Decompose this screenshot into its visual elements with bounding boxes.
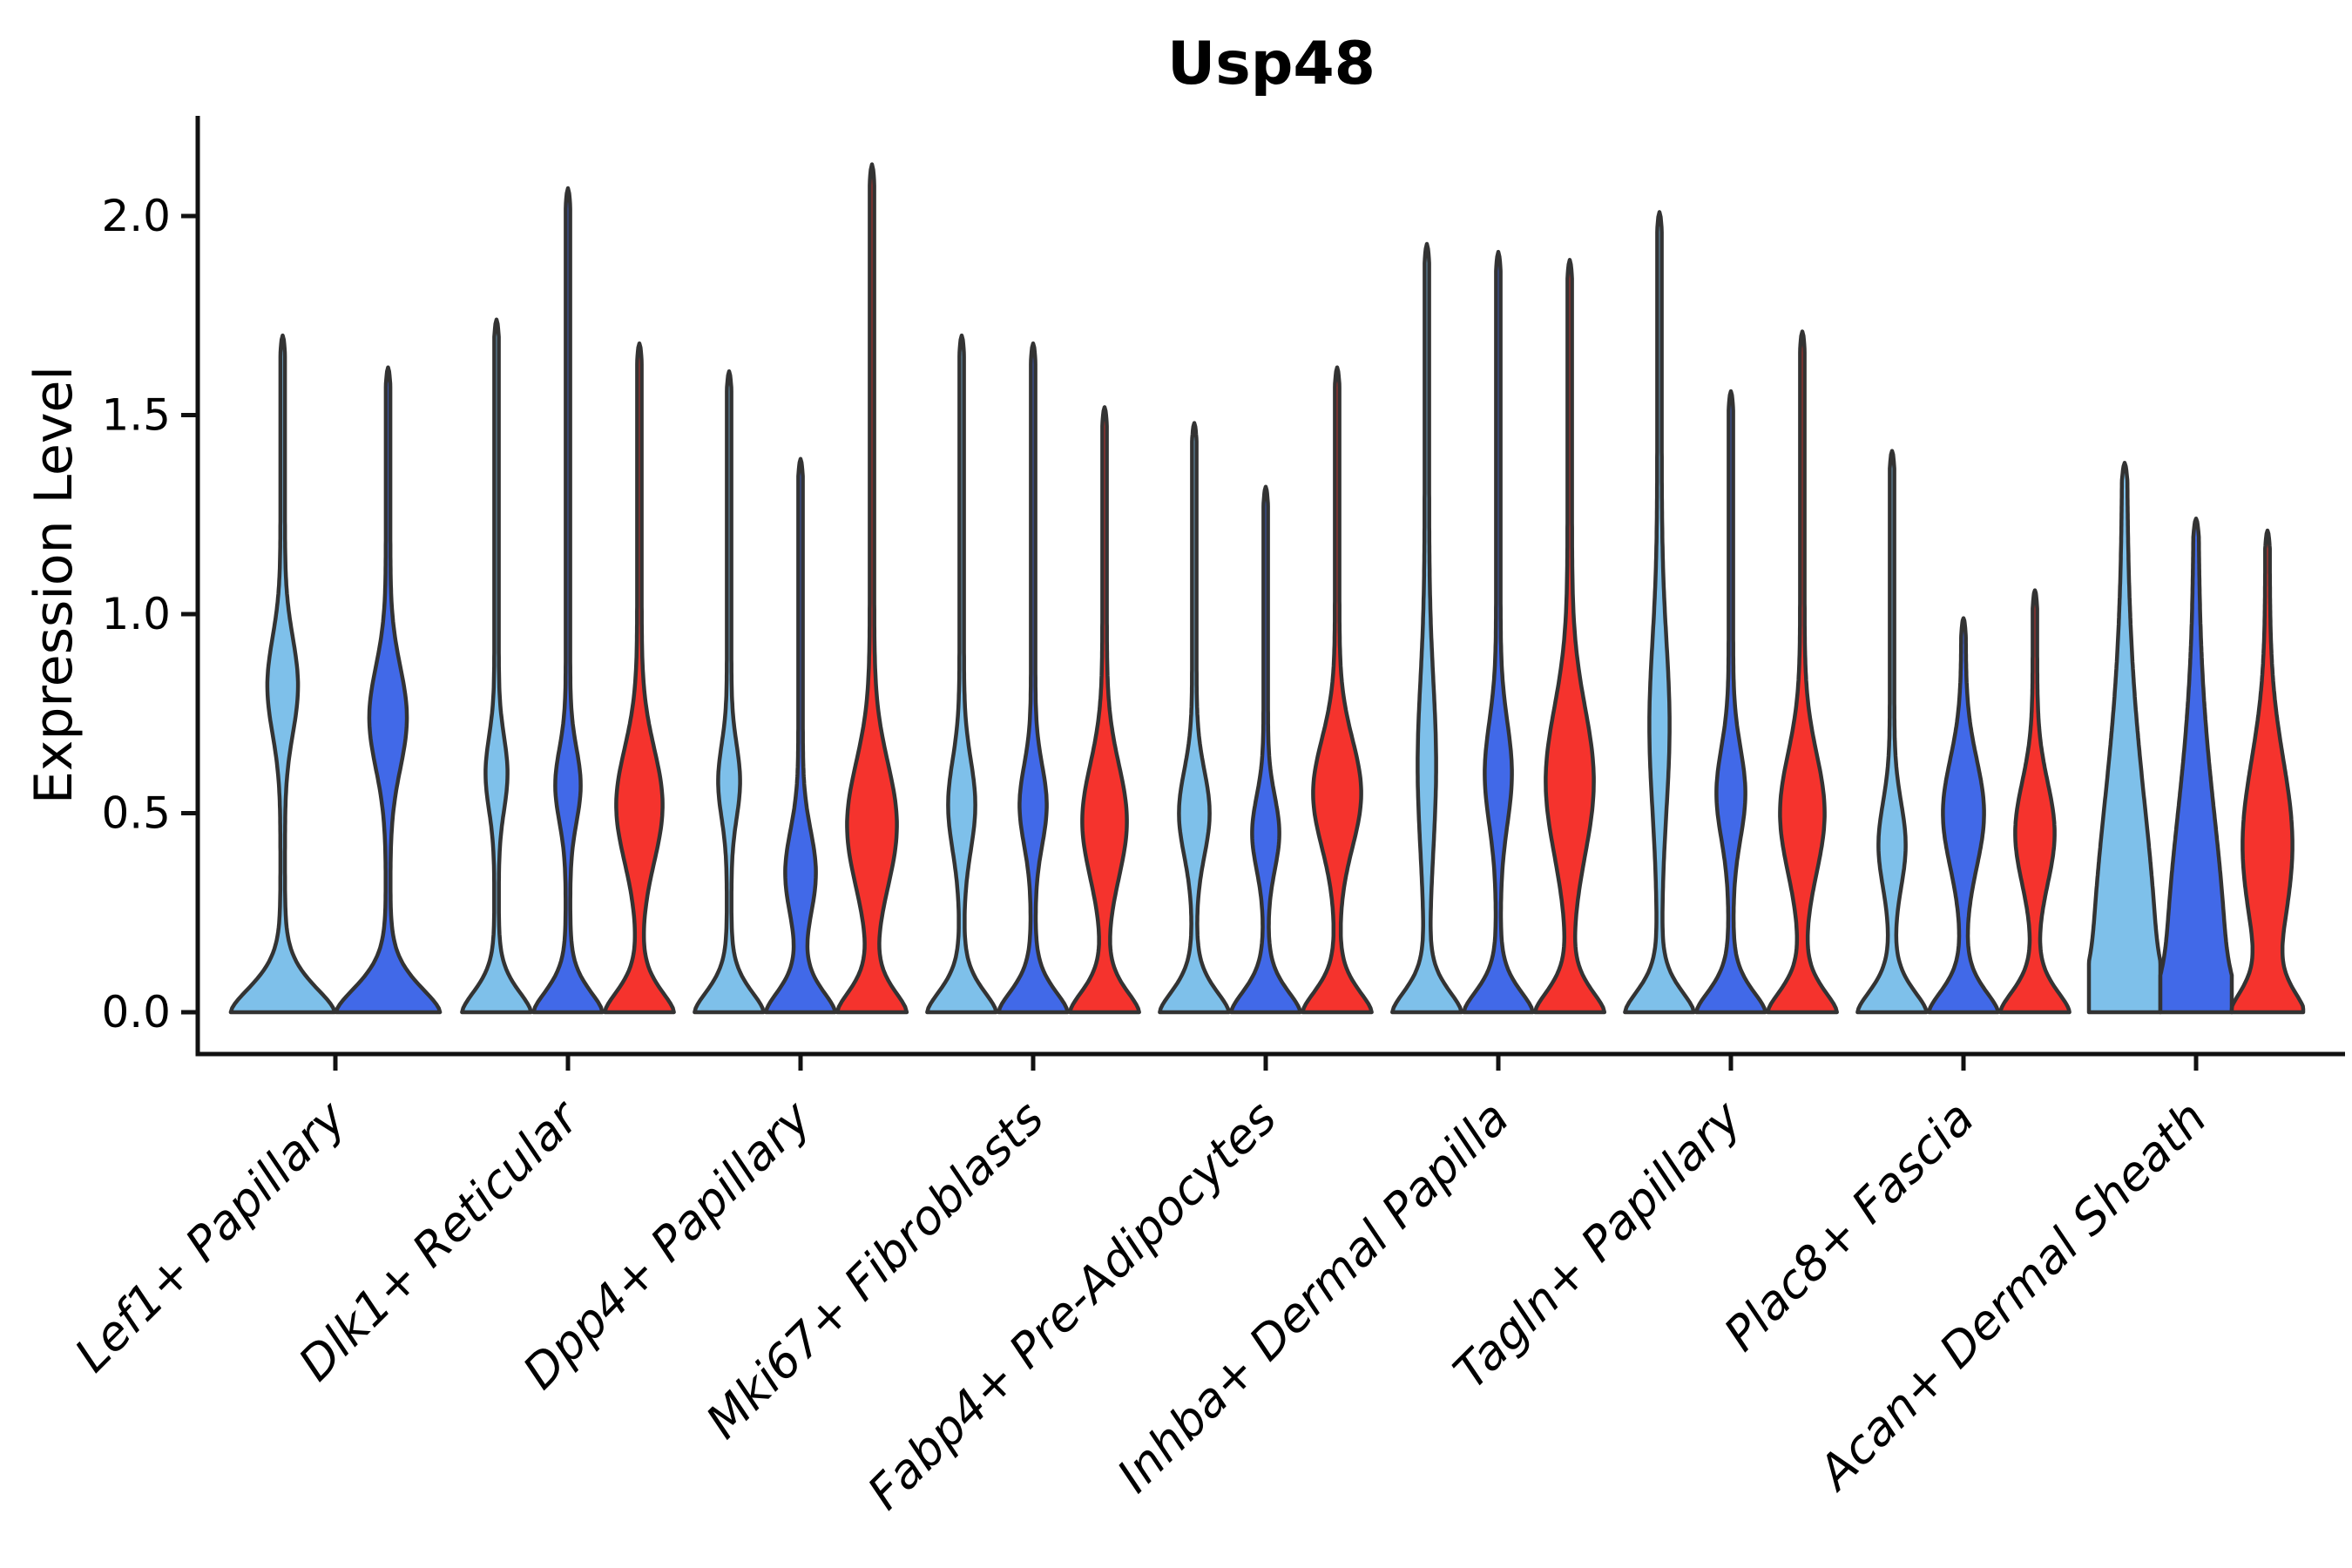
violin-light-blue-3 — [693, 368, 766, 1015]
y-axis-ticks: 0.0 0.5 1.0 1.5 2.0 — [101, 191, 198, 1037]
violin-red-7 — [1766, 329, 1839, 1015]
y-tick-label: 1.0 — [101, 589, 171, 639]
violin-light-blue-8 — [1855, 449, 1929, 1015]
violin-light-blue-9 — [2086, 461, 2163, 1015]
violin-dark-blue-4 — [997, 341, 1070, 1015]
violin-dark-blue-5 — [1229, 484, 1302, 1015]
violin-dark-blue-9 — [2158, 517, 2234, 1015]
violins-layer — [228, 162, 2306, 1015]
violin-dark-blue-8 — [1927, 616, 2000, 1015]
violin-light-blue-2 — [460, 317, 533, 1015]
violin-light-blue-1 — [228, 333, 337, 1015]
violin-red-6 — [1532, 258, 1607, 1015]
y-tick-label: 2.0 — [101, 191, 171, 241]
violin-light-blue-7 — [1623, 210, 1696, 1015]
violin-red-3 — [835, 162, 909, 1015]
violin-red-5 — [1301, 365, 1374, 1015]
y-tick-label: 0.0 — [101, 987, 171, 1037]
y-tick-label: 0.5 — [101, 788, 171, 839]
violin-red-9 — [2229, 528, 2306, 1015]
violin-light-blue-6 — [1390, 241, 1463, 1015]
violin-dark-blue-2 — [531, 186, 605, 1015]
y-tick-label: 1.5 — [101, 390, 171, 441]
violin-light-blue-4 — [925, 333, 998, 1015]
violin-dark-blue-6 — [1462, 249, 1535, 1015]
violin-red-8 — [1998, 588, 2072, 1015]
violin-red-2 — [603, 341, 676, 1015]
violin-dark-blue-3 — [764, 456, 837, 1015]
violin-dark-blue-7 — [1694, 389, 1767, 1015]
y-axis-title: Expression Level — [24, 366, 84, 804]
violin-red-4 — [1068, 405, 1141, 1015]
chart-title: Usp48 — [1167, 30, 1375, 98]
violin-dark-blue-1 — [334, 365, 443, 1015]
violin-light-blue-5 — [1158, 421, 1231, 1015]
